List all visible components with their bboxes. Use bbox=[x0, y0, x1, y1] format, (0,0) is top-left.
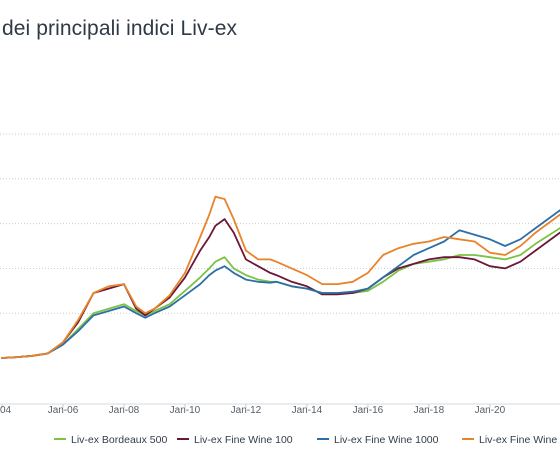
legend-item-bordeaux500[interactable]: Liv-ex Bordeaux 500 bbox=[71, 434, 167, 446]
x-tick-label: Jan-18 bbox=[414, 405, 445, 416]
x-tick-label: Jan-12 bbox=[231, 405, 262, 416]
series-line-fine1000 bbox=[1, 209, 560, 359]
x-tick-label: Jan-06 bbox=[48, 405, 79, 416]
x-tick-label: Jan-16 bbox=[353, 405, 384, 416]
legend: Liv-ex Bordeaux 500 Liv-ex Fine Wine 100 L… bbox=[54, 434, 557, 446]
x-tick-label: Jan-20 bbox=[475, 405, 506, 416]
grid-lines bbox=[0, 133, 560, 405]
x-tick-label: Jan-08 bbox=[109, 405, 140, 416]
legend-item-fine1000[interactable]: Liv-ex Fine Wine 1000 bbox=[334, 434, 439, 446]
chart-title: dei principali indici Liv-ex bbox=[2, 17, 238, 40]
x-tick-label: Jan-10 bbox=[170, 405, 201, 416]
series-line-finewine bbox=[1, 195, 560, 359]
series-line-bordeaux500 bbox=[1, 227, 560, 359]
legend-item-finewine[interactable]: Liv-ex Fine Wine bbox=[479, 434, 557, 446]
series-line-fine100 bbox=[1, 218, 560, 359]
legend-item-fine100[interactable]: Liv-ex Fine Wine 100 bbox=[194, 434, 293, 446]
x-axis-ticks: 04 Jan-06 Jan-08 Jan-10 Jan-12 Jan-14 Jan-16 Ja… bbox=[0, 404, 506, 416]
series-lines bbox=[1, 195, 560, 359]
x-tick-label: Jan-14 bbox=[292, 405, 323, 416]
x-tick-label: 04 bbox=[0, 405, 12, 416]
